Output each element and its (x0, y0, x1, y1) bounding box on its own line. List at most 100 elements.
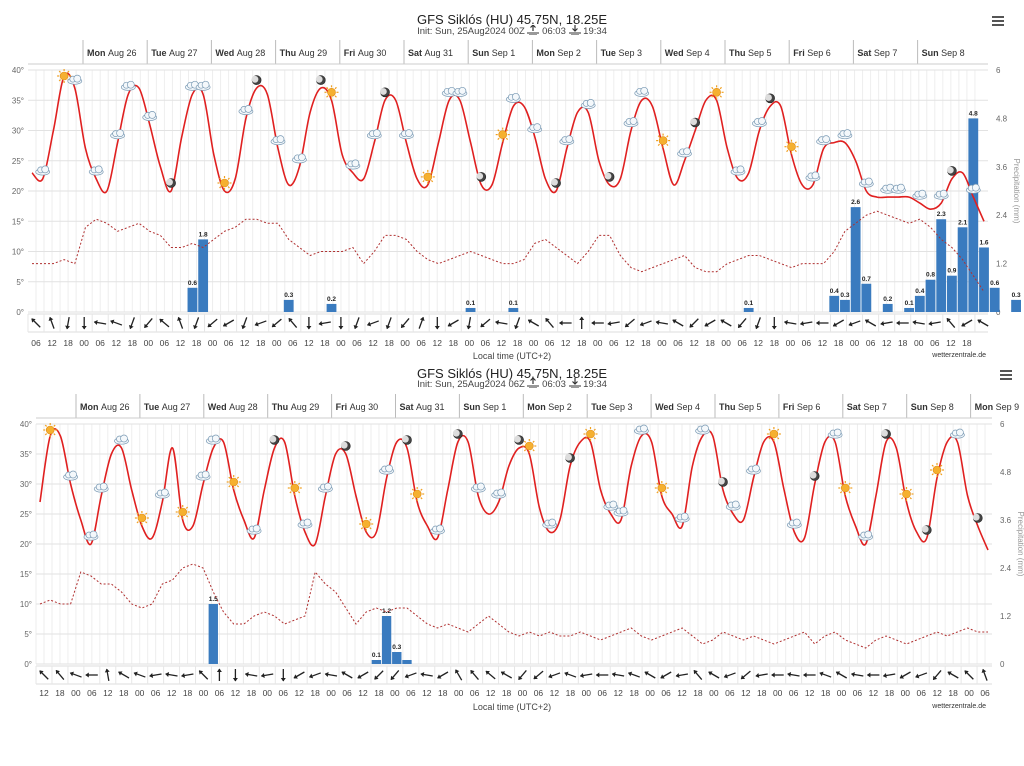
precip-bar-label: 1.2 (382, 608, 391, 615)
sun-icon (766, 427, 781, 441)
hour-tick-label: 06 (661, 688, 671, 698)
day-date: Aug 27 (162, 402, 191, 412)
precip-bar (882, 303, 893, 312)
wind-arrow-icon (740, 670, 751, 680)
sun-ray (839, 482, 843, 485)
hour-tick-label: 18 (310, 688, 320, 698)
wind-arrow-icon (545, 317, 554, 329)
wind-arrow-head (564, 671, 569, 677)
hour-tick-label: 12 (946, 338, 956, 348)
day-weekday: Thu (280, 48, 299, 58)
cloud-icon (63, 470, 78, 481)
hour-tick-label: 06 (87, 688, 97, 698)
wind-arrow-head (341, 671, 346, 676)
precip-bar-label: 0.6 (188, 280, 197, 287)
precip-bar (989, 287, 1000, 312)
cloud-puff (252, 524, 261, 533)
precip-bar (936, 219, 947, 312)
sun-ray (228, 485, 231, 488)
wind-arrow-icon (128, 317, 135, 330)
sun-ray (664, 482, 668, 485)
hour-tick-label: 06 (789, 688, 799, 698)
wind-arrow-head (181, 673, 185, 678)
sun-ray (497, 137, 500, 140)
hour-tick-label: 12 (240, 338, 250, 348)
cloud-puff (956, 428, 964, 437)
sun-ray (58, 79, 61, 82)
day-label: Tue Aug 27 (151, 48, 197, 58)
cloud-puff (116, 129, 124, 137)
precip-bar-label: 0.6 (990, 280, 999, 287)
wind-arrow-icon (693, 669, 703, 681)
y-left-tick-label: 5° (24, 630, 32, 639)
sun-ray (711, 95, 714, 98)
wind-arrow-icon (366, 320, 379, 327)
wind-arrow-icon (144, 317, 153, 329)
wind-arrow-head (385, 324, 391, 330)
day-label: Fri Aug 30 (336, 402, 379, 412)
sun-disc (769, 429, 779, 439)
wind-arrow-head (548, 673, 553, 679)
wind-arrow-icon (181, 673, 194, 678)
wind-arrow-head (244, 672, 249, 677)
wind-arrow-icon (495, 320, 508, 325)
hour-tick-label: 06 (470, 688, 480, 698)
sun-icon (410, 487, 425, 501)
cloud-puff (244, 105, 253, 113)
cloud-icon (195, 470, 211, 481)
sun-ray (289, 482, 292, 485)
moon-shade (402, 435, 409, 443)
cloud-icon (452, 86, 468, 97)
day-date: Sep 5 (748, 48, 772, 58)
wind-arrow-head (500, 671, 506, 676)
wind-arrow-icon (672, 319, 684, 327)
precip-bar-label: 0.1 (905, 300, 914, 307)
hour-tick-label: 00 (135, 688, 145, 698)
day-date: Aug 28 (229, 402, 258, 412)
cloud-puff (701, 424, 709, 433)
chart-menu-button-2[interactable] (998, 368, 1014, 382)
wind-arrow-head (639, 321, 644, 327)
wind-arrow-icon (548, 672, 561, 679)
wind-arrow-icon (149, 673, 162, 678)
day-label: Mon Aug 26 (87, 48, 137, 58)
wind-arrow-head (832, 322, 838, 327)
sun-ray (326, 95, 329, 98)
wind-arrow-head (740, 675, 746, 680)
hour-tick-label: 06 (342, 688, 352, 698)
wind-arrow-head (466, 325, 472, 330)
wind-arrow-icon (655, 320, 669, 325)
wind-arrow-head (55, 670, 60, 675)
sun-ray (768, 437, 771, 440)
hour-tick-label: 06 (31, 338, 41, 348)
wind-arrow-head (518, 675, 523, 680)
day-weekday: Thu (719, 402, 738, 412)
hour-tick-label: 06 (917, 688, 927, 698)
wind-arrow-icon (324, 672, 338, 677)
hour-tick-label: 18 (384, 338, 394, 348)
hour-tick-label: 18 (128, 338, 138, 348)
hour-tick-label: 12 (625, 338, 635, 348)
y-right-axis-label: Precipitation (mm) (1016, 512, 1024, 577)
day-weekday: Sat (857, 48, 874, 58)
wind-arrow-icon (848, 320, 861, 327)
y-left-tick-label: 30° (12, 127, 24, 136)
precip-bar-label: 0.9 (947, 268, 956, 275)
chart-menu-button-1[interactable] (990, 14, 1006, 28)
chart-title-2: GFS Siklós (HU) 45.75N, 18.25E (416, 366, 608, 381)
wind-arrow-head (420, 672, 425, 677)
hour-tick-label: 12 (869, 688, 879, 698)
wind-arrow-icon (232, 669, 238, 682)
sun-icon (656, 133, 671, 148)
sun-disc (712, 88, 721, 97)
wind-arrow-icon (783, 320, 797, 325)
wind-arrow-icon (118, 671, 130, 679)
y-left-tick-label: 35° (20, 450, 32, 459)
precip-bar-label: 0.3 (392, 644, 401, 651)
day-date: Aug 29 (299, 48, 328, 58)
cloud-icon (816, 135, 831, 146)
sun-disc (902, 489, 911, 499)
wind-arrow-head (545, 318, 550, 323)
sun-ray (236, 485, 240, 488)
wind-arrow-head (738, 323, 743, 328)
